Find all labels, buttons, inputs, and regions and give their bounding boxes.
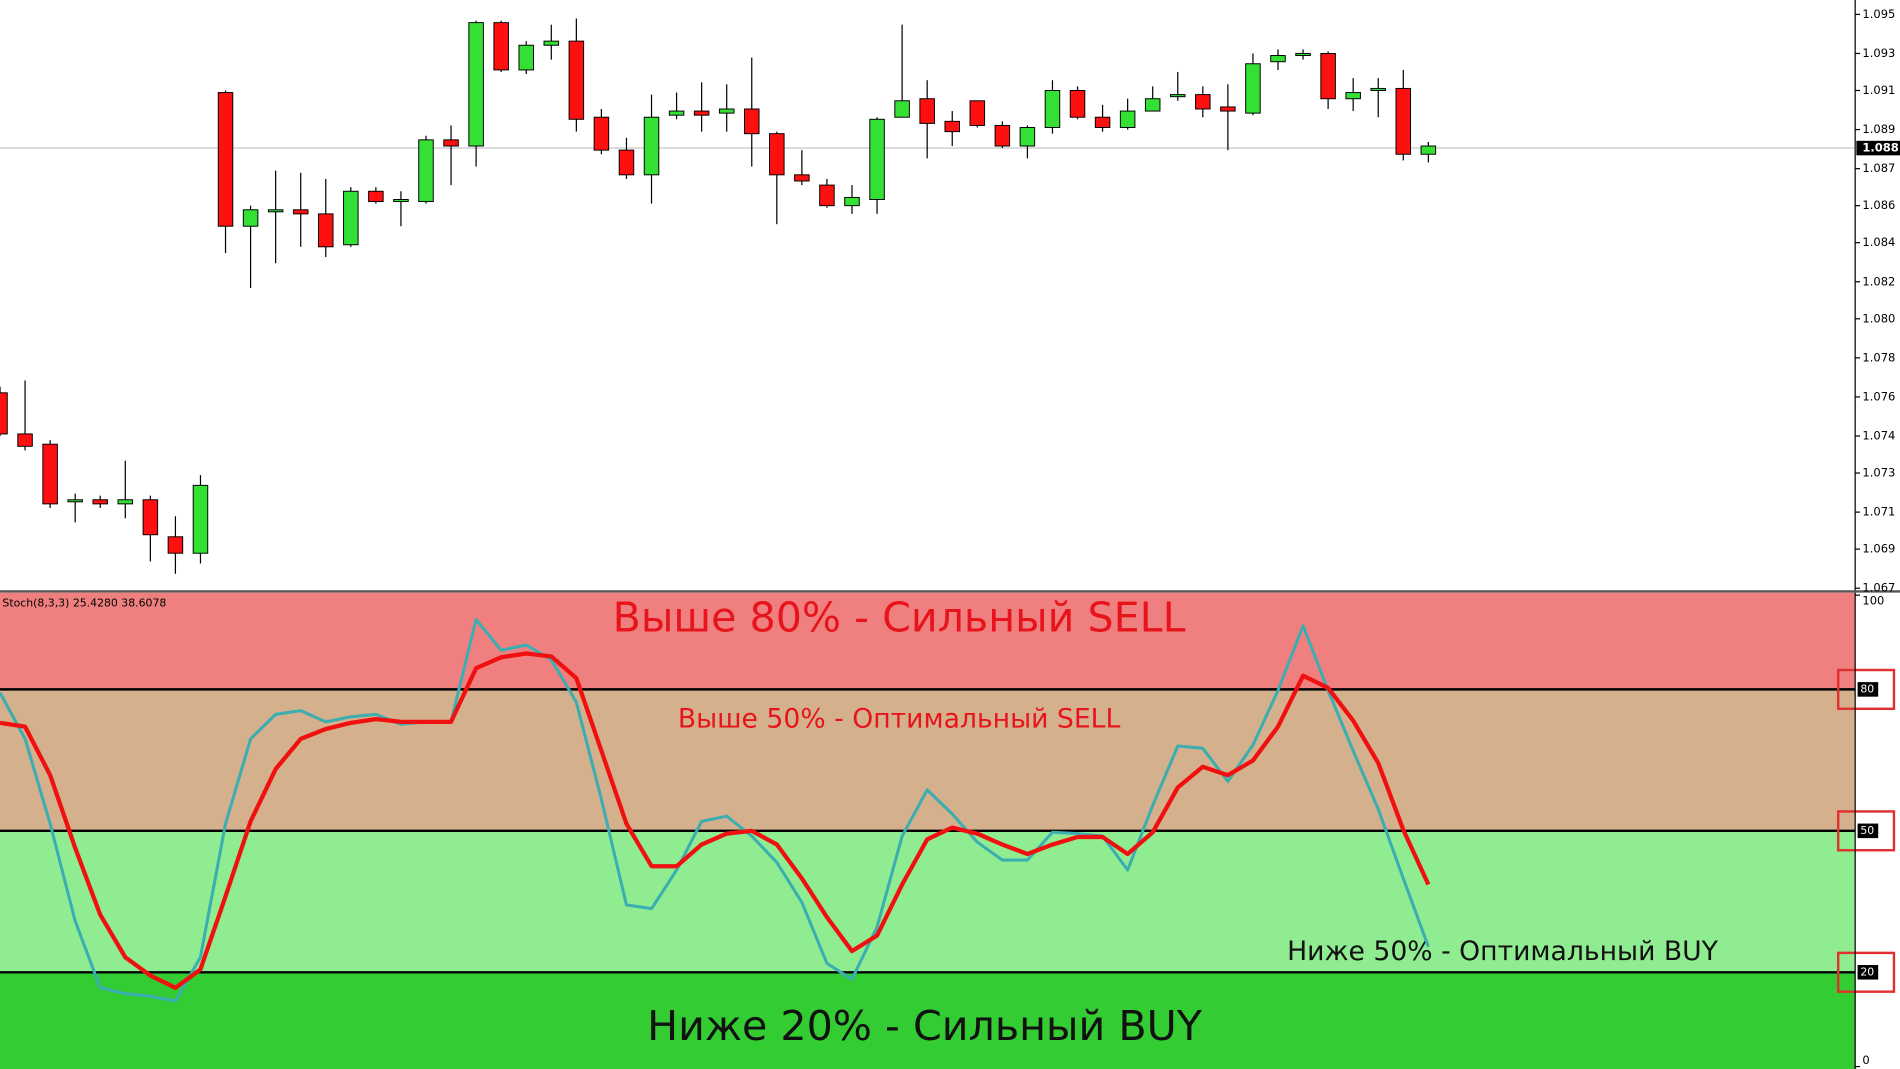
candle-body [1345,92,1361,100]
candle-body [593,116,610,151]
candle-body [1044,90,1061,128]
candle-body [1170,94,1186,98]
candle-body [1245,63,1261,114]
current-price-tag [1856,140,1900,156]
candle-body [192,484,209,554]
y-tick-label: 1.074 [1862,429,1895,443]
candle-body [142,499,159,536]
candle-body [42,443,58,505]
candle-body [117,499,134,505]
candle-body [794,174,810,182]
candle-body [1420,145,1437,155]
y-tick-label: 100 [1862,594,1884,608]
y-tick-label: 1.080 [1862,311,1895,325]
candle-body [1069,90,1086,118]
candle-body [17,433,33,447]
candle-body [1094,116,1111,128]
candle-body [493,22,509,71]
zone-label: Выше 50% - Оптимальный SELL [678,703,1121,734]
y-tick-label: 1.095 [1862,7,1895,21]
y-tick-label: 50 [1860,824,1874,837]
y-tick-label: 1.067 [1862,581,1895,595]
stochastic-line [0,651,1431,990]
candle-body [744,108,760,135]
candle-body [668,110,685,116]
y-tick-label: 1.086 [1862,198,1895,212]
y-tick-label: 1.091 [1862,83,1895,97]
candle-body [1320,52,1336,100]
candle-body [1220,106,1236,112]
level-tag [1857,682,1879,697]
candle-body [167,536,184,554]
level-tag [1857,823,1879,839]
y-tick-label: 0 [1862,1053,1869,1067]
candle-body [468,22,484,147]
y-tick-label: 1.076 [1862,389,1895,403]
zone [0,830,1856,973]
candle-body [944,120,960,133]
candle-body [844,196,860,207]
candle-body [969,100,986,126]
indicator-title: Stoch(8,3,3) 25.4280 38.6078 [2,597,166,610]
candle-body [92,499,108,505]
candle-body [769,133,785,176]
candle-body [368,190,384,203]
candle-body [393,199,409,203]
zone-label: Выше 80% - Сильный SELL [613,594,1186,642]
stochastic-line [0,618,1430,1003]
candle-body [894,100,910,118]
level-highlight-box [1836,668,1896,711]
zone [0,972,1856,1069]
level-highlight-box [1836,810,1896,852]
y-tick-label: 1.093 [1862,46,1895,60]
candle-body [1295,52,1311,57]
candle-body [869,118,885,200]
zone [0,592,1856,690]
y-tick-label: 1.087 [1862,161,1895,175]
candle-body [292,209,309,215]
candle-body [618,149,635,176]
candle-body [1195,94,1211,110]
candle-body [994,124,1011,147]
candle-body [343,190,359,246]
y-tick-label: 1.078 [1862,350,1895,364]
y-tick-label: 1.071 [1862,505,1895,519]
candle-body [693,110,710,116]
candle-body [1270,55,1286,63]
level-tag [1857,965,1879,980]
candle-body [543,40,560,46]
candle-body [1119,110,1136,128]
y-tick-label: 1.084 [1862,235,1895,249]
y-tick-label: 80 [1860,682,1874,695]
candle-body [318,213,334,248]
candle-body [1019,127,1036,147]
zone-label: Ниже 20% - Сильный BUY [647,1002,1203,1050]
candle-body [1144,98,1161,112]
level-highlight-box [1836,951,1896,993]
zone-label: Ниже 50% - Оптимальный BUY [1287,936,1719,967]
candle-body [819,184,835,207]
y-tick-label: 1.069 [1862,542,1895,556]
candle-body [242,209,259,227]
candle-body [443,139,459,147]
candle-body [418,139,434,203]
candle-body [1370,87,1386,91]
candle-body [718,108,735,114]
y-tick-label: 1.082 [1862,274,1895,288]
candle-body [0,392,8,435]
y-tick-label: 1.073 [1862,466,1895,480]
candle-body [643,116,660,176]
current-price-label: 1.088 [1862,141,1898,155]
candle-body [267,209,284,213]
y-tick-label: 20 [1860,965,1874,978]
candle-body [568,40,585,120]
candle-body [67,499,83,503]
candle-body [1395,87,1412,155]
candle-body [919,98,935,124]
y-tick-label: 1.089 [1862,122,1895,136]
candle-body [518,44,534,71]
candle-body [217,92,234,227]
